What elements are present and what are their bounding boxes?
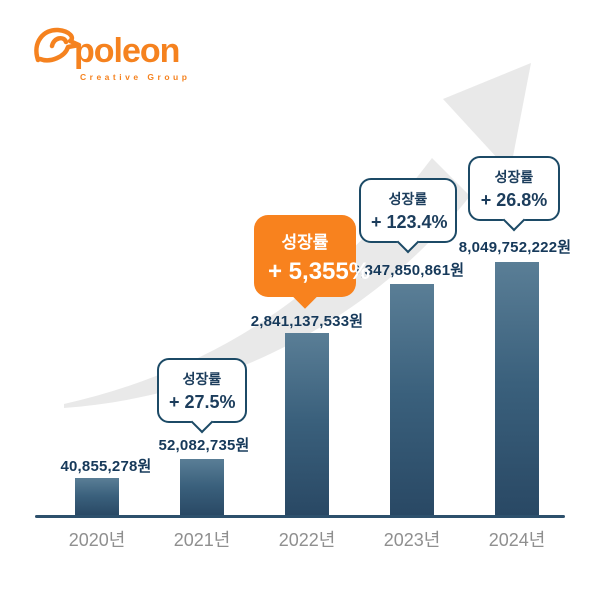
x-tick-2020: 2020년 <box>68 530 126 550</box>
callout-label: 성장률 <box>182 371 222 387</box>
x-tick-2022: 2022년 <box>278 530 336 550</box>
bar-2020 <box>75 478 119 516</box>
value-label-2023: 6,347,850,861원 <box>351 262 465 279</box>
value-label-2024: 8,049,752,222원 <box>458 239 572 256</box>
value-label-2021: 52,082,735원 <box>158 437 250 454</box>
growth-callout-2022-highlighted: 성장률 + 5,355% <box>254 215 371 309</box>
brand-logo: poleon Creative Group <box>34 26 187 86</box>
x-tick-2021: 2021년 <box>173 530 231 550</box>
brand-name: poleon <box>74 32 180 70</box>
bar-2021 <box>180 459 224 516</box>
bird-icon <box>34 27 82 63</box>
callout-value: + 5,355% <box>268 258 371 285</box>
growth-callout-2024: 성장률 + 26.8% <box>468 156 560 232</box>
brand-tagline: Creative Group <box>80 72 191 82</box>
arrow-head <box>443 63 531 172</box>
growth-callout-2021: 성장률 + 27.5% <box>157 358 247 434</box>
value-label-2022: 2,841,137,533원 <box>250 313 364 330</box>
callout-value: + 26.8% <box>480 190 548 210</box>
bar-2022 <box>285 333 329 516</box>
bar-2024 <box>495 262 539 516</box>
callout-label: 성장률 <box>281 233 329 252</box>
x-axis-line <box>35 515 565 518</box>
x-tick-2023: 2023년 <box>383 530 441 550</box>
callout-label: 성장률 <box>494 169 534 185</box>
callout-label: 성장률 <box>388 191 428 207</box>
x-tick-2024: 2024년 <box>488 530 546 550</box>
bar-2023 <box>390 284 434 516</box>
callout-value: + 123.4% <box>371 212 448 232</box>
growth-callout-2023: 성장률 + 123.4% <box>359 178 457 254</box>
value-label-2020: 40,855,278원 <box>60 458 152 475</box>
callout-value: + 27.5% <box>169 392 236 412</box>
